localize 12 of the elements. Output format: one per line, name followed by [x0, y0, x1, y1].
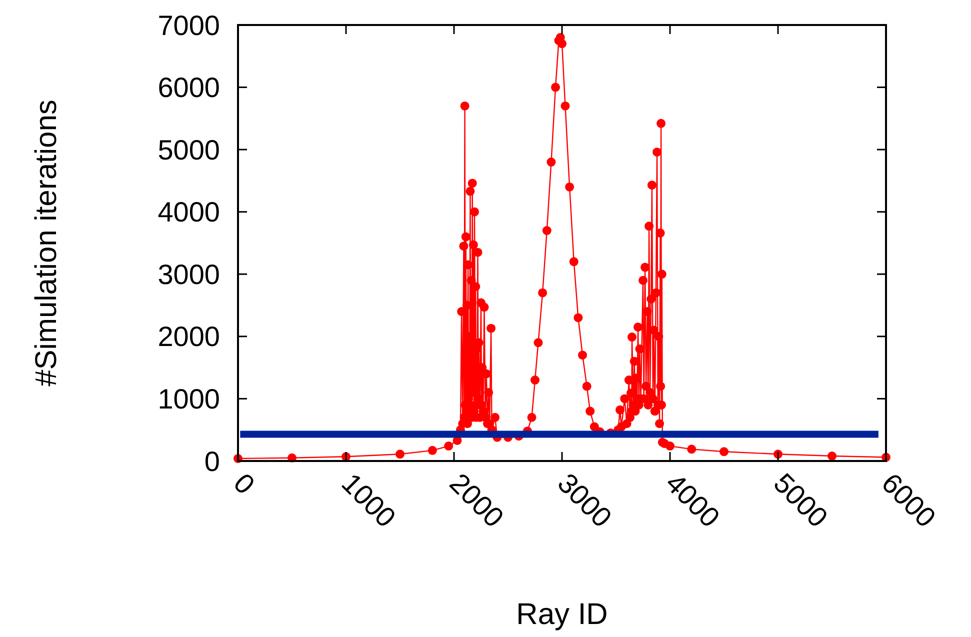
x-tick-label: 4000	[660, 467, 726, 534]
y-tick-label: 5000	[158, 134, 220, 166]
y-tick-label: 7000	[158, 10, 220, 41]
x-tick-label: 0	[228, 467, 261, 500]
y-tick-label: 3000	[158, 258, 220, 290]
x-axis-title: Ray ID	[516, 598, 608, 631]
y-tick-label: 2000	[158, 321, 220, 352]
y-tick-label: 1000	[158, 384, 220, 415]
y-tick-label: 6000	[158, 72, 220, 104]
y-axis-title: #Simulation iterations	[30, 100, 63, 386]
y-tick-label: 4000	[158, 196, 220, 228]
y-tick-label: 0	[204, 446, 220, 477]
